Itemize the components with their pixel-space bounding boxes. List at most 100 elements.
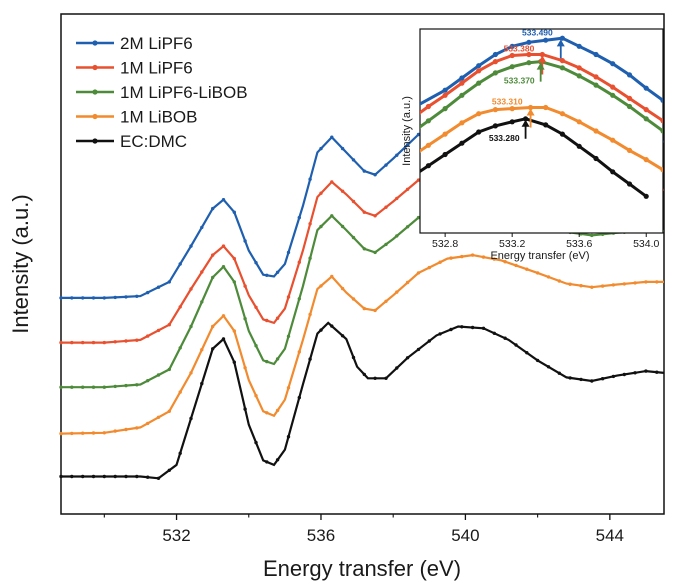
series-point-1m-lipf6-libob <box>91 385 96 389</box>
series-point-ec-dmc <box>600 377 605 381</box>
series-point-1m-lipf6 <box>297 260 301 264</box>
series-point-1m-lipf6-libob <box>124 383 128 388</box>
series-point-ec-dmc <box>351 355 356 360</box>
series-point-1m-lipf6 <box>102 340 107 345</box>
series-point-1m-libob <box>622 282 626 286</box>
y-axis-label: Intensity (a.u.) <box>8 194 33 333</box>
series-point-ec-dmc <box>470 325 475 330</box>
series-point-1m-libob <box>211 324 215 329</box>
series-point-ec-dmc <box>579 377 583 382</box>
series-point-ec-dmc <box>254 440 258 445</box>
inset-point-ec-dmc <box>442 151 448 158</box>
inset-point-1m-libob <box>476 111 482 117</box>
peak-arrow-head <box>538 55 547 63</box>
series-point-1m-libob <box>405 280 410 285</box>
series-point-ec-dmc <box>503 336 507 340</box>
series-point-ec-dmc <box>514 343 518 347</box>
inset-point-1m-lipf6 <box>425 103 431 110</box>
series-point-ec-dmc <box>156 476 161 480</box>
inset-point-1m-libob <box>425 142 431 148</box>
series-point-1m-lipf6-libob <box>286 334 291 338</box>
series-point-ec-dmc <box>102 474 107 479</box>
inset-point-2m-lipf6 <box>610 61 616 67</box>
series-point-1m-libob <box>557 279 561 283</box>
inset-line-1m-lipf6 <box>420 53 663 123</box>
series-point-1m-libob <box>232 329 236 333</box>
series-point-1m-libob <box>178 390 182 394</box>
inset-point-2m-lipf6 <box>559 35 566 41</box>
series-point-ec-dmc <box>91 474 96 479</box>
inset-point-2m-lipf6 <box>643 85 649 91</box>
series-point-2m-lipf6 <box>102 296 107 300</box>
series-point-ec-dmc <box>535 358 540 363</box>
inset-point-1m-libob <box>576 119 582 125</box>
series-point-1m-libob <box>600 284 605 288</box>
series-point-1m-lipf6 <box>70 340 74 345</box>
series-point-1m-libob <box>590 285 594 289</box>
inset-x-tick-label: 534.0 <box>633 238 659 250</box>
series-point-2m-lipf6 <box>384 163 388 167</box>
series-point-1m-libob <box>449 256 453 260</box>
series-point-1m-libob <box>319 284 323 288</box>
series-point-ec-dmc <box>308 357 312 361</box>
series-point-2m-lipf6 <box>124 295 128 299</box>
series-point-ec-dmc <box>568 376 572 380</box>
series-point-ec-dmc <box>243 407 247 411</box>
legend-marker <box>92 138 98 144</box>
series-point-1m-lipf6 <box>113 340 117 344</box>
inset-x-ticks: 532.8 533.2 533.6 534.0 <box>432 233 660 250</box>
inset-point-1m-lipf6 <box>593 74 599 80</box>
series-point-2m-lipf6 <box>265 273 269 277</box>
x-tick-label: 544 <box>596 526 624 545</box>
inset-point-ec-dmc <box>459 140 465 146</box>
series-point-2m-lipf6 <box>146 290 150 295</box>
series-point-1m-lipf6 <box>384 205 388 209</box>
peak-label: 533.380 <box>504 44 535 54</box>
series-point-1m-libob <box>91 431 96 435</box>
series-point-2m-lipf6 <box>59 296 63 300</box>
inset-point-2m-lipf6 <box>509 43 515 49</box>
series-point-1m-libob <box>113 429 117 433</box>
series-point-1m-lipf6 <box>146 334 150 338</box>
series-point-1m-libob <box>535 271 540 275</box>
series-point-1m-libob <box>492 257 496 261</box>
series-point-ec-dmc <box>633 371 637 375</box>
inset-point-ec-dmc <box>523 116 529 122</box>
legend-label: 2M LiPF6 <box>120 34 193 53</box>
series-point-1m-lipf6-libob <box>146 379 150 383</box>
legend: 2M LiPF6 1M LiPF6 1M LiPF6-LiBOB 1M LiBOB EC… <box>76 34 248 151</box>
peak-annotation-ec-dmc: 533.280 <box>489 119 530 143</box>
series-point-1m-libob <box>362 306 366 311</box>
series-point-1m-libob <box>221 314 226 318</box>
inset-point-1m-lipf6-libob <box>559 65 566 71</box>
inset-point-1m-libob <box>610 137 616 143</box>
inset-point-ec-dmc <box>610 169 616 175</box>
inset-point-1m-lipf6-libob <box>626 103 633 110</box>
inset-point-2m-lipf6 <box>626 72 633 78</box>
inset-point-1m-libob <box>442 131 448 137</box>
inset-point-1m-libob <box>660 167 663 173</box>
inset-point-ec-dmc <box>425 163 431 169</box>
series-point-1m-libob <box>351 297 356 301</box>
series-point-1m-lipf6-libob <box>81 385 85 389</box>
series-point-ec-dmc <box>416 347 421 352</box>
series-point-ec-dmc <box>395 366 399 370</box>
series-point-1m-lipf6 <box>178 305 182 309</box>
series-point-ec-dmc <box>622 372 626 377</box>
peak-label: 533.310 <box>492 97 523 107</box>
series-point-1m-libob <box>265 411 269 415</box>
peak-arrow-head <box>556 39 565 47</box>
series-point-1m-lipf6-libob <box>297 297 301 301</box>
series-point-1m-libob <box>633 281 637 285</box>
series-point-1m-lipf6 <box>124 339 128 343</box>
series-point-1m-lipf6 <box>286 295 291 299</box>
series-point-ec-dmc <box>189 416 193 421</box>
inset-point-2m-lipf6 <box>442 87 448 93</box>
series-point-1m-libob <box>470 253 475 257</box>
series-point-ec-dmc <box>211 347 215 351</box>
series-point-ec-dmc <box>221 337 226 341</box>
series-point-ec-dmc <box>611 374 616 379</box>
inset-point-1m-lipf6 <box>442 92 448 98</box>
inset-point-ec-dmc <box>409 174 414 179</box>
